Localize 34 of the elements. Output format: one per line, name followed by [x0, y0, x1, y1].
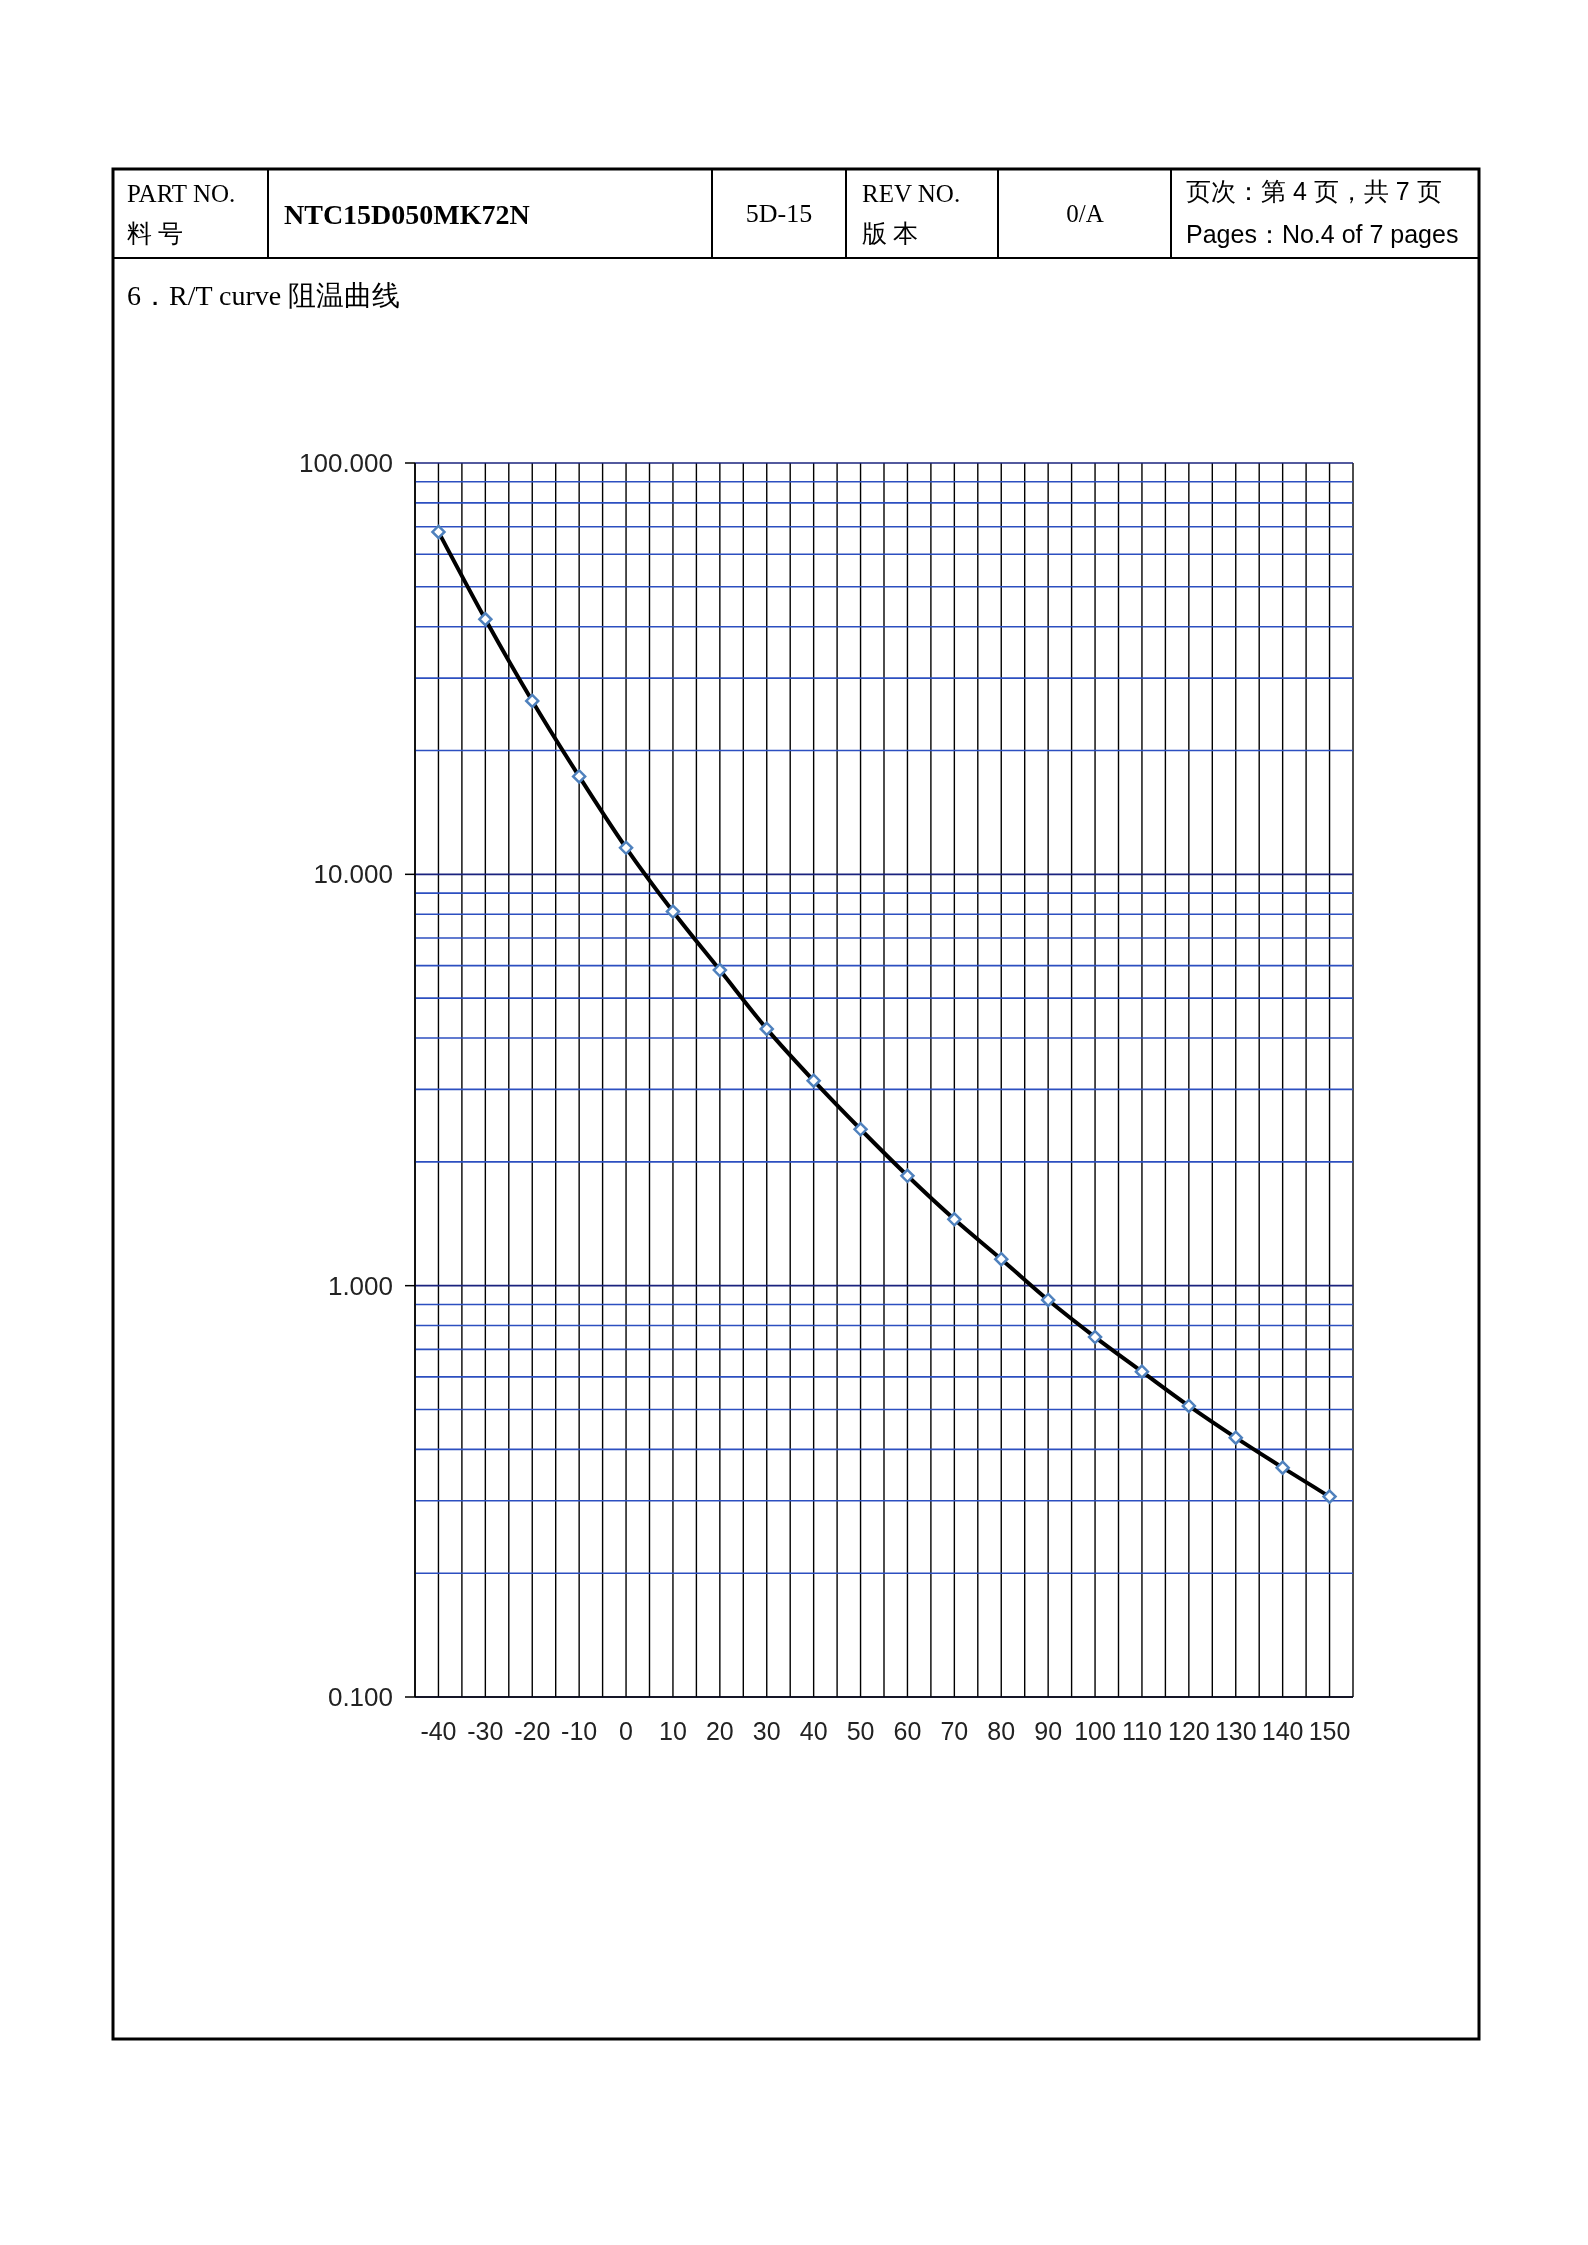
x-tick-label: 120: [1167, 1717, 1210, 1745]
text: NTC15D050MK72N: [284, 199, 530, 230]
x-tick-label: -30: [467, 1717, 504, 1745]
x-tick-label: 70: [940, 1717, 969, 1745]
x-tick-label: 150: [1308, 1717, 1351, 1745]
x-tick-label: 10: [659, 1717, 687, 1745]
x-tick-label: 100: [1074, 1717, 1116, 1745]
x-tick-label: 40: [799, 1717, 828, 1745]
text: 5D-15: [745, 199, 813, 228]
x-tick-label: -10: [561, 1717, 598, 1745]
x-tick-label: -20: [514, 1717, 551, 1745]
x-tick-label: 30: [752, 1717, 781, 1745]
y-tick-label: 0.100: [327, 1682, 393, 1712]
text: Pages：No.4 of 7 pages: [1186, 220, 1459, 248]
text: 0/A: [1066, 200, 1104, 227]
x-tick-label: 60: [893, 1717, 922, 1745]
text: PART NO.: [127, 180, 236, 207]
x-tick-label: 140: [1261, 1717, 1304, 1745]
x-tick-label: 90: [1034, 1717, 1063, 1745]
text: 页次：第 4 页，共 7 页: [1186, 177, 1442, 205]
x-tick-label: 20: [705, 1717, 734, 1745]
text: 版 本: [862, 220, 919, 247]
x-tick-label: 50: [846, 1717, 875, 1745]
text: 料 号: [127, 220, 184, 247]
y-tick-label: 1.000: [327, 1270, 393, 1301]
y-tick-label: 100.000: [299, 448, 393, 478]
text: REV NO.: [862, 180, 961, 207]
x-tick-label: 80: [987, 1717, 1016, 1745]
x-tick-label: 130: [1214, 1717, 1257, 1745]
chart-title: 6．R/T curve 阻温曲线: [127, 280, 401, 311]
x-tick-label: -40: [420, 1717, 457, 1745]
x-tick-label: 0: [619, 1717, 633, 1745]
x-tick-label: 110: [1122, 1717, 1162, 1745]
y-tick-label: 10.000: [313, 859, 393, 890]
